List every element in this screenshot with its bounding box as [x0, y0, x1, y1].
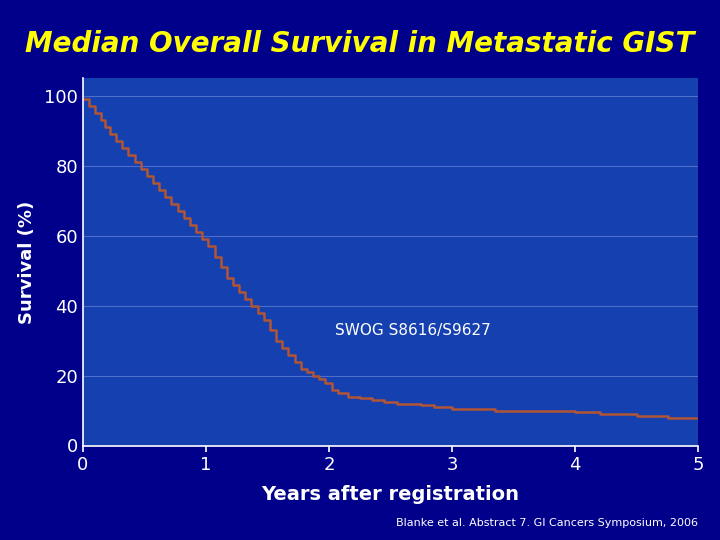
Y-axis label: Survival (%): Survival (%): [18, 200, 36, 323]
X-axis label: Years after registration: Years after registration: [261, 485, 520, 504]
Text: SWOG S8616/S9627: SWOG S8616/S9627: [336, 322, 491, 338]
Text: Median Overall Survival in Metastatic GIST: Median Overall Survival in Metastatic GI…: [25, 30, 695, 58]
Text: Blanke et al. Abstract 7. GI Cancers Symposium, 2006: Blanke et al. Abstract 7. GI Cancers Sym…: [397, 518, 698, 528]
